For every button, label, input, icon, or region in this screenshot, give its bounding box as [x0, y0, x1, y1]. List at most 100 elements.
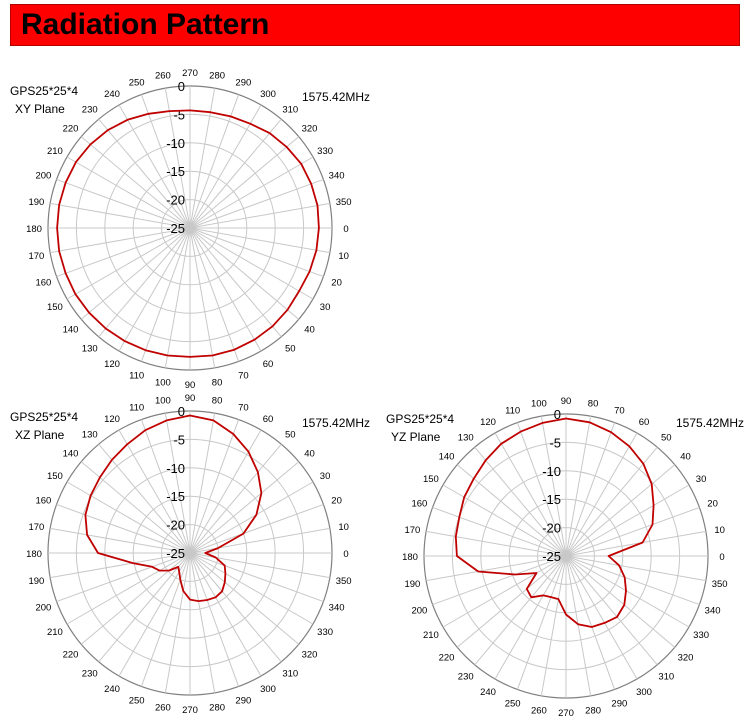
polar-grid [47, 85, 333, 371]
angle-tick-label: 0 [343, 549, 348, 560]
angle-tick-label: 190 [28, 576, 44, 587]
angle-tick-label: 220 [439, 652, 455, 663]
angle-tick-label: 60 [263, 414, 274, 425]
grid-spoke [140, 419, 191, 554]
angle-tick-label: 160 [35, 496, 51, 507]
chart-xy-frequency-label: 1575.42MHz [302, 90, 371, 104]
grid-spoke [50, 552, 191, 579]
angle-tick-label: 130 [458, 432, 474, 443]
angle-tick-label: 300 [260, 684, 276, 695]
angle-tick-label: 210 [47, 146, 63, 157]
angle-tick-label: 230 [82, 669, 98, 680]
angle-tick-label: 280 [585, 706, 601, 717]
grid-spoke [189, 118, 282, 229]
grid-spoke [189, 461, 300, 554]
angle-tick-label: 340 [329, 602, 345, 613]
grid-spoke [432, 506, 567, 557]
angle-tick-label: 350 [336, 576, 352, 587]
angle-tick-label: 120 [104, 359, 120, 370]
grid-spoke [50, 527, 191, 554]
grid-spoke [432, 555, 567, 606]
angle-tick-label: 150 [423, 474, 439, 485]
grid-spoke [164, 413, 191, 554]
grid-spoke [189, 552, 324, 603]
chart-xz-model-label: GPS25*25*4 [10, 410, 79, 424]
angle-tick-label: 320 [302, 124, 318, 135]
pattern-series-line [454, 417, 655, 628]
grid-spoke [189, 527, 330, 554]
angle-tick-label: 290 [611, 699, 627, 710]
angle-tick-label: 80 [212, 378, 223, 389]
radial-tick-label: -5 [549, 435, 561, 450]
pattern-series-line [56, 109, 320, 358]
angle-tick-label: 240 [104, 89, 120, 100]
grid-spoke [189, 503, 324, 554]
angle-tick-label: 230 [458, 672, 474, 683]
angle-tick-label: 270 [558, 708, 574, 718]
grid-spoke [456, 464, 567, 557]
chart-yz-frequency-label: 1575.42MHz [676, 416, 745, 430]
angle-tick-label: 270 [182, 68, 198, 79]
angle-tick-label: 150 [47, 302, 63, 313]
grid-spoke [189, 227, 282, 338]
grid-spoke [140, 552, 191, 687]
grid-spoke [189, 202, 330, 229]
angle-tick-label: 350 [336, 197, 352, 208]
radial-tick-label: 0 [554, 407, 561, 422]
grid-spoke [98, 443, 191, 554]
grid-spoke [189, 227, 314, 300]
grid-spoke [516, 555, 567, 690]
angle-tick-label: 50 [285, 429, 296, 440]
radial-tick-label: -15 [166, 164, 185, 179]
angle-tick-label: 200 [35, 602, 51, 613]
angle-tick-label: 250 [129, 77, 145, 88]
polar-grid [423, 413, 709, 699]
angle-tick-label: 200 [35, 171, 51, 182]
angle-tick-label: 40 [304, 449, 315, 460]
grid-spoke [98, 118, 191, 229]
angle-tick-label: 160 [35, 277, 51, 288]
angle-tick-label: 230 [82, 104, 98, 115]
angle-tick-label: 210 [423, 630, 439, 641]
grid-spoke [56, 227, 191, 278]
grid-spoke [565, 555, 592, 696]
radial-tick-label: 0 [178, 404, 185, 419]
radial-tick-label: -20 [166, 518, 185, 533]
angle-tick-label: 120 [480, 417, 496, 428]
grid-spoke [565, 555, 616, 690]
angle-tick-label: 70 [614, 405, 625, 416]
angle-tick-label: 30 [320, 302, 331, 313]
grid-spoke [565, 555, 676, 648]
grid-spoke [140, 94, 191, 229]
angle-tick-label: 280 [209, 70, 225, 81]
angle-tick-label: 290 [235, 77, 251, 88]
grid-spoke [189, 443, 282, 554]
grid-spoke [565, 506, 700, 557]
angle-tick-label: 110 [129, 371, 144, 382]
grid-spoke [118, 429, 191, 554]
grid-spoke [189, 227, 324, 278]
angle-tick-label: 260 [531, 706, 547, 717]
grid-spoke [80, 552, 191, 645]
angle-tick-label: 180 [26, 549, 42, 560]
radial-tick-label: -10 [166, 461, 185, 476]
angle-tick-label: 290 [235, 696, 251, 707]
angle-tick-label: 20 [707, 499, 718, 510]
grid-spoke [66, 227, 191, 300]
grid-spoke [189, 136, 300, 229]
grid-spoke [426, 530, 567, 557]
grid-spoke [565, 416, 592, 557]
radial-tick-label: -10 [542, 464, 561, 479]
grid-spoke [66, 552, 191, 625]
grid-spoke [494, 555, 567, 680]
grid-spoke [118, 552, 191, 677]
grid-spoke [189, 227, 240, 362]
grid-spoke [98, 552, 191, 663]
grid-spoke [494, 432, 567, 557]
angle-tick-label: 180 [402, 552, 418, 563]
angle-tick-label: 190 [404, 579, 420, 590]
grid-spoke [565, 555, 700, 606]
radial-tick-label: -10 [166, 136, 185, 151]
